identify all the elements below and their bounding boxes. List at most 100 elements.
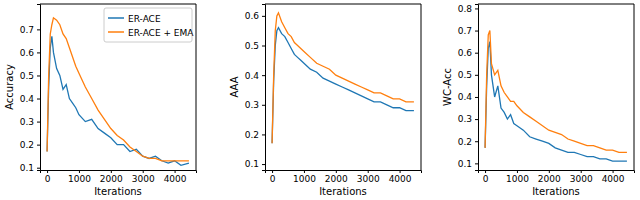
tick-mark	[475, 75, 478, 76]
tick-label: 0.3	[458, 114, 472, 124]
tick-mark	[475, 97, 478, 98]
tick-mark	[143, 170, 144, 173]
x-title: Iterations	[94, 186, 142, 197]
frame	[265, 4, 421, 170]
tick: 1000	[506, 170, 529, 184]
tick-label: 0	[270, 174, 276, 184]
tick: 0.1	[245, 159, 265, 169]
tick-mark	[111, 170, 112, 173]
axis-line	[41, 171, 197, 174]
tick: 0.6	[20, 48, 40, 58]
tick-label: 0.5	[245, 41, 259, 51]
tick: 0.2	[20, 140, 40, 150]
tick: 0	[270, 170, 276, 184]
tick-mark	[262, 16, 265, 17]
tick-label: 2000	[100, 174, 123, 184]
tick: 0.7	[20, 25, 40, 35]
tick: 0.5	[245, 41, 265, 51]
tick-label: 0.7	[458, 26, 472, 36]
tick-label: 0.1	[245, 159, 259, 169]
tick-mark	[37, 145, 40, 146]
series-line	[47, 36, 189, 165]
y-axis: 0.1 0.2 0.3 0.4 0.5 0.6 0.7	[20, 5, 41, 174]
tick-label: 0.6	[245, 11, 260, 21]
tick-label: 4000	[389, 174, 412, 184]
tick-mark	[613, 170, 614, 173]
tick-label: 0.1	[20, 163, 34, 173]
tick-mark	[37, 122, 40, 123]
tick-mark	[262, 75, 265, 76]
tick: 0.4	[458, 92, 478, 102]
tick-mark	[37, 99, 40, 100]
panel: 010002000300040000.10.20.30.40.50.60.70.…	[442, 4, 635, 197]
tick-mark	[581, 170, 582, 173]
tick-mark	[549, 170, 550, 173]
lines	[485, 31, 627, 162]
tick-mark	[304, 170, 305, 173]
tick-mark	[368, 170, 369, 173]
lines	[272, 13, 414, 143]
axis-line	[475, 5, 479, 171]
tick-mark	[336, 170, 337, 173]
tick: 2000	[325, 170, 348, 184]
tick-mark	[475, 141, 478, 142]
tick: 0.3	[20, 117, 40, 127]
y-title: Accuracy	[4, 64, 15, 110]
tick: 0.6	[458, 48, 478, 58]
x-axis: 01000200030004000	[41, 170, 197, 184]
axis-line	[37, 5, 41, 171]
tick: 3000	[357, 170, 380, 184]
tick-label: 3000	[357, 174, 380, 184]
tick-label: 4000	[164, 174, 187, 184]
tick: 0.5	[458, 70, 478, 80]
tick-label: 0.3	[20, 117, 34, 127]
tick: 3000	[570, 170, 593, 184]
tick: 3000	[132, 170, 155, 184]
tick: 0	[45, 170, 51, 184]
tick: 2000	[100, 170, 123, 184]
tick-label: 3000	[570, 174, 593, 184]
tick-mark	[475, 163, 478, 164]
y-axis: 0.1 0.2 0.3 0.4 0.5 0.6 0.7 0.8	[458, 4, 479, 171]
legend-swatch	[108, 31, 124, 33]
tick-label: 0.2	[245, 130, 259, 140]
tick-mark	[37, 168, 40, 169]
panel: 010002000300040000.10.20.30.40.50.60.7It…	[4, 4, 197, 197]
tick-mark	[262, 105, 265, 106]
tick-label: 0.7	[20, 25, 34, 35]
tick-label: 0.4	[20, 94, 35, 104]
tick-label: 0.3	[245, 100, 259, 110]
tick-label: 1000	[293, 174, 316, 184]
tick-mark	[262, 134, 265, 135]
legend: ER-ACEER-ACE + EMA	[104, 8, 194, 42]
figure: 0 1000 2000 3000 4000 0.1 0.2 0.3 0.4 0.5 0.6 0.7 It…	[0, 0, 640, 200]
tick: 2000	[538, 170, 561, 184]
tick-mark	[475, 31, 478, 32]
tick: 0.4	[245, 71, 265, 81]
tick-mark	[400, 170, 401, 173]
tick: 4000	[602, 170, 625, 184]
tick: 0.6	[245, 11, 265, 21]
tick: 0.8	[458, 4, 478, 14]
tick-mark	[262, 46, 265, 47]
tick-label: 0.8	[458, 4, 473, 14]
tick-label: 0.4	[458, 92, 473, 102]
tick-label: 0.5	[20, 71, 34, 81]
tick-label: 0.2	[20, 140, 34, 150]
tick-mark	[37, 29, 40, 30]
tick-label: 0.1	[458, 159, 472, 169]
legend-label: ER-ACE	[128, 14, 161, 24]
tick: 0.2	[245, 130, 265, 140]
tick-label: 0.2	[458, 137, 472, 147]
y-title: WC-Acc	[442, 68, 453, 106]
tick: 4000	[389, 170, 412, 184]
tick-label: 0	[483, 174, 489, 184]
axis-line	[266, 171, 422, 174]
axis-line	[479, 171, 635, 174]
tick-mark	[262, 164, 265, 165]
tick-label: 4000	[602, 174, 625, 184]
tick: 0.4	[20, 94, 40, 104]
tick-mark	[175, 170, 176, 173]
tick-label: 2000	[538, 174, 561, 184]
tick: 0.7	[458, 26, 478, 36]
